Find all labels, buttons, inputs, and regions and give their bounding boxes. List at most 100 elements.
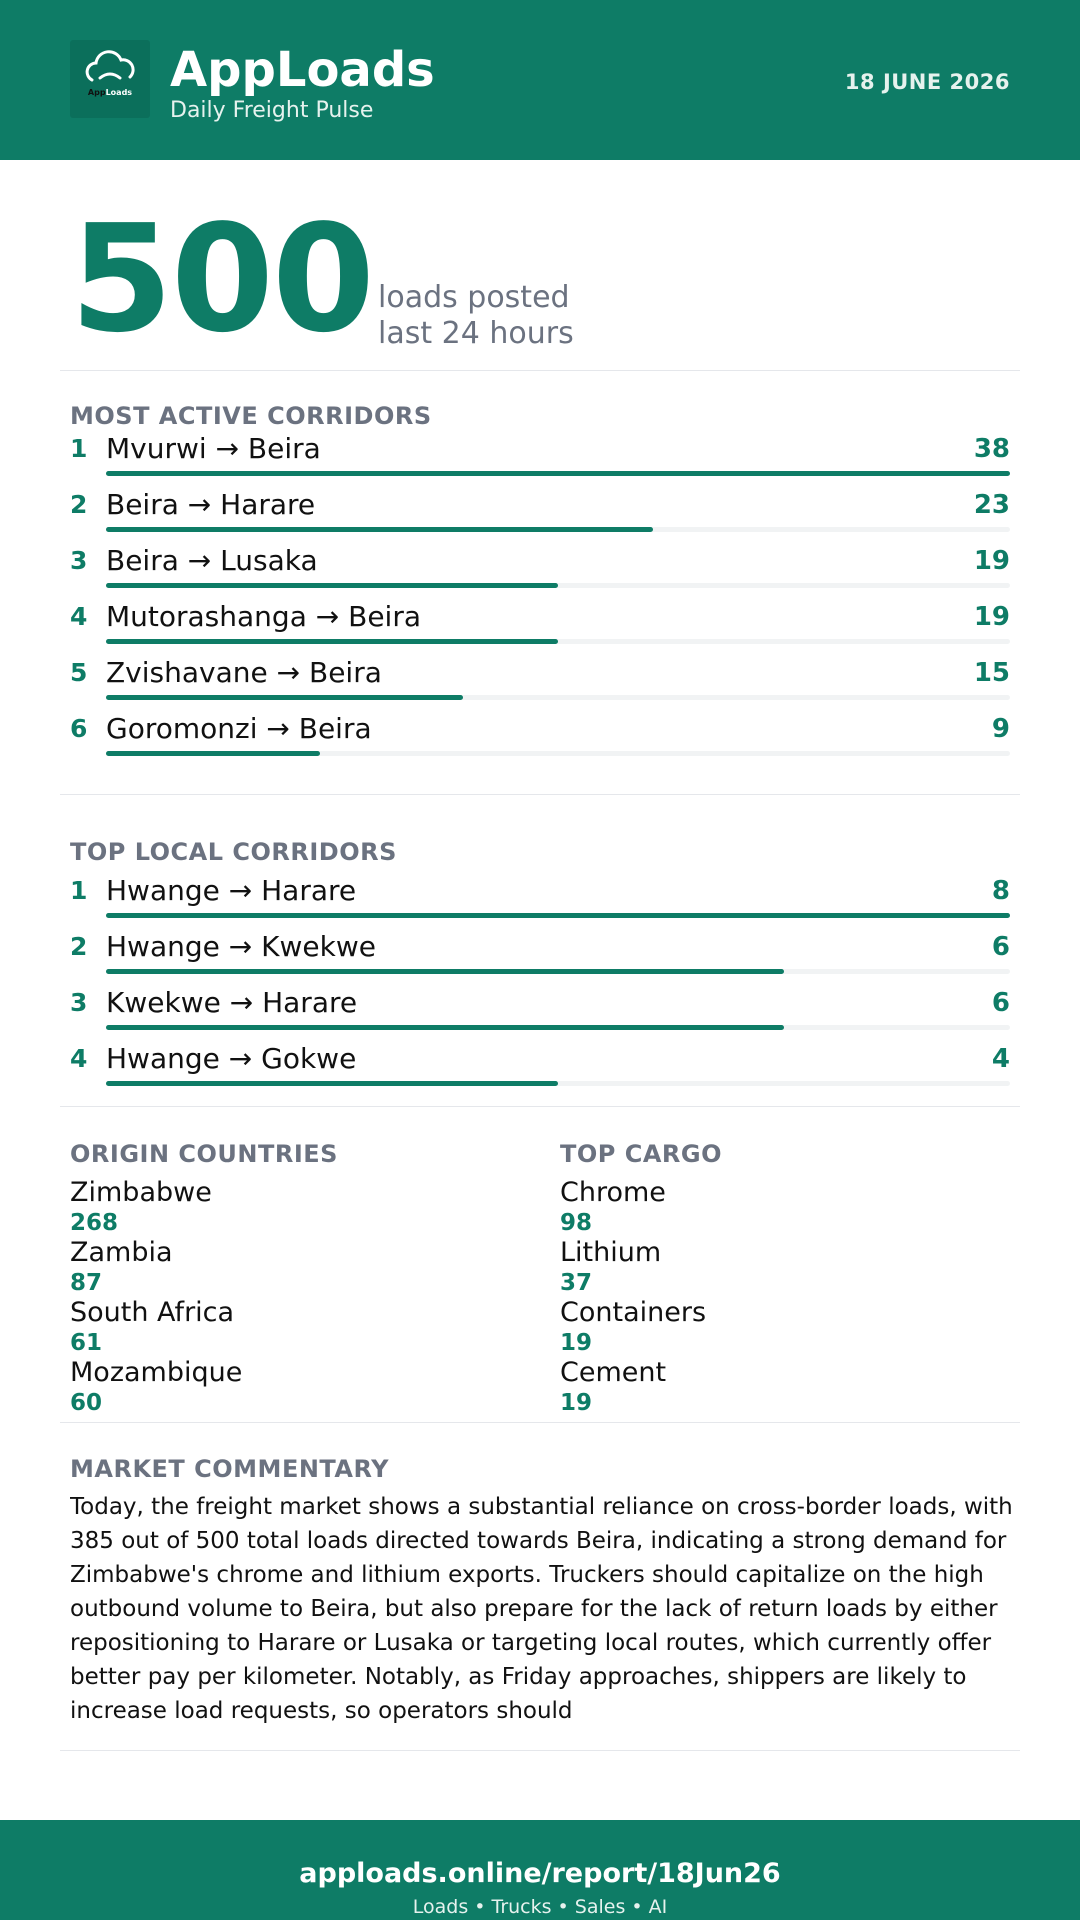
top-cargo-list: Chrome 98 Lithium 37 Containers 19 Cement 19 bbox=[560, 1176, 1020, 1416]
corridor-rank: 5 bbox=[70, 658, 88, 687]
corridor-route: Kwekwe → Harare bbox=[106, 986, 358, 1019]
corridor-bar-track bbox=[106, 471, 1010, 476]
corridor-rank: 2 bbox=[70, 490, 88, 519]
corridor-rank: 3 bbox=[70, 546, 88, 575]
section-title-most-active: MOST ACTIVE CORRIDORS bbox=[70, 402, 432, 430]
corridor-bar-track bbox=[106, 1025, 1010, 1030]
section-title-top-cargo: TOP CARGO bbox=[560, 1140, 722, 1168]
corridor-bar-fill bbox=[106, 639, 558, 644]
corridor-bar-fill bbox=[106, 1025, 784, 1030]
footer-tagline: Loads • Trucks • Sales • AI bbox=[412, 1896, 668, 1918]
section-title-top-local: TOP LOCAL CORRIDORS bbox=[70, 838, 397, 866]
corridor-bar-track bbox=[106, 1081, 1010, 1086]
corridor-route: Beira → Lusaka bbox=[106, 544, 318, 577]
corridor-rank: 1 bbox=[70, 876, 88, 905]
corridor-bar-track bbox=[106, 751, 1010, 756]
corridor-bar-track bbox=[106, 639, 1010, 644]
corridor-bar-fill bbox=[106, 913, 1010, 918]
report-date: 18 JUNE 2026 bbox=[844, 70, 1010, 94]
corridor-row: 5 Zvishavane → Beira 15 bbox=[70, 656, 1010, 712]
corridor-route: Hwange → Gokwe bbox=[106, 1042, 357, 1075]
origin-countries-list: Zimbabwe 268 Zambia 87 South Africa 61 Mozambi… bbox=[70, 1176, 530, 1416]
stat-count: 19 bbox=[560, 1330, 593, 1356]
corridor-row: 3 Kwekwe → Harare 6 bbox=[70, 986, 1010, 1042]
corridor-count: 19 bbox=[973, 546, 1010, 576]
stat-name: Cement bbox=[560, 1357, 667, 1388]
cloud-icon bbox=[85, 50, 135, 82]
corridor-row: 1 Hwange → Harare 8 bbox=[70, 874, 1010, 930]
corridor-count: 6 bbox=[991, 932, 1010, 962]
corridor-rank: 6 bbox=[70, 714, 88, 743]
corridor-bar-fill bbox=[106, 1081, 558, 1086]
corridor-rank: 2 bbox=[70, 932, 88, 961]
stat-name: South Africa bbox=[70, 1297, 235, 1328]
corridor-count: 15 bbox=[973, 658, 1010, 688]
corridor-row: 4 Mutorashanga → Beira 19 bbox=[70, 600, 1010, 656]
corridor-row: 2 Hwange → Kwekwe 6 bbox=[70, 930, 1010, 986]
section-title-market-commentary: MARKET COMMENTARY bbox=[70, 1455, 390, 1483]
corridor-bar-fill bbox=[106, 695, 464, 700]
report-url-link[interactable]: apploads.online/report/18Jun26 bbox=[299, 1858, 781, 1889]
divider bbox=[60, 1106, 1020, 1107]
divider bbox=[60, 794, 1020, 795]
hero-label-line2: last 24 hours bbox=[378, 316, 574, 351]
stat-name: Mozambique bbox=[70, 1357, 243, 1388]
corridor-route: Mutorashanga → Beira bbox=[106, 600, 421, 633]
corridor-bar-fill bbox=[106, 583, 558, 588]
corridor-row: 2 Beira → Harare 23 bbox=[70, 488, 1010, 544]
corridor-route: Hwange → Kwekwe bbox=[106, 930, 376, 963]
corridor-rank: 4 bbox=[70, 602, 88, 631]
stat-name: Chrome bbox=[560, 1177, 666, 1208]
loads-count-label: loads posted last 24 hours bbox=[378, 280, 574, 352]
section-title-origin-countries: ORIGIN COUNTRIES bbox=[70, 1140, 338, 1168]
corridor-count: 4 bbox=[991, 1044, 1010, 1074]
corridor-row: 1 Mvurwi → Beira 38 bbox=[70, 432, 1010, 488]
corridor-route: Beira → Harare bbox=[106, 488, 316, 521]
stat-name: Zimbabwe bbox=[70, 1177, 212, 1208]
corridor-bar-fill bbox=[106, 969, 784, 974]
stat-name: Lithium bbox=[560, 1237, 662, 1268]
corridor-bar-fill bbox=[106, 471, 1010, 476]
app-logo: AppLoads bbox=[70, 40, 150, 118]
corridor-route: Mvurwi → Beira bbox=[106, 432, 321, 465]
stat-count: 37 bbox=[560, 1270, 593, 1296]
corridor-count: 8 bbox=[991, 876, 1010, 906]
corridor-bar-track bbox=[106, 913, 1010, 918]
stat-count: 60 bbox=[70, 1390, 103, 1416]
corridor-bar-track bbox=[106, 969, 1010, 974]
stat-name: Zambia bbox=[70, 1237, 173, 1268]
stat-count: 268 bbox=[70, 1210, 119, 1236]
corridor-bar-track bbox=[106, 583, 1010, 588]
stat-count: 98 bbox=[560, 1210, 593, 1236]
corridor-route: Zvishavane → Beira bbox=[106, 656, 382, 689]
corridor-count: 9 bbox=[991, 714, 1010, 744]
stat-count: 87 bbox=[70, 1270, 103, 1296]
stat-count: 61 bbox=[70, 1330, 103, 1356]
logo-wordmark: AppLoads bbox=[87, 88, 133, 97]
corridor-bar-track bbox=[106, 527, 1010, 532]
market-commentary-text: Today, the freight market shows a substa… bbox=[70, 1494, 1013, 1724]
divider bbox=[60, 370, 1020, 371]
corridor-route: Goromonzi → Beira bbox=[106, 712, 372, 745]
hero-label-line1: loads posted bbox=[378, 280, 570, 315]
stat-name: Containers bbox=[560, 1297, 707, 1328]
corridor-rank: 1 bbox=[70, 434, 88, 463]
corridor-count: 23 bbox=[973, 490, 1010, 520]
stat-count: 19 bbox=[560, 1390, 593, 1416]
header-bar: AppLoads AppLoads Daily Freight Pulse 18… bbox=[0, 0, 1080, 160]
corridor-rank: 3 bbox=[70, 988, 88, 1017]
divider bbox=[60, 1750, 1020, 1751]
corridor-bar-fill bbox=[106, 527, 653, 532]
app-title: AppLoads bbox=[170, 42, 435, 98]
corridor-rank: 4 bbox=[70, 1044, 88, 1073]
corridor-row: 6 Goromonzi → Beira 9 bbox=[70, 712, 1010, 768]
corridor-bar-fill bbox=[106, 751, 321, 756]
corridor-bar-track bbox=[106, 695, 1010, 700]
corridor-row: 3 Beira → Lusaka 19 bbox=[70, 544, 1010, 600]
corridor-count: 19 bbox=[973, 602, 1010, 632]
corridor-route: Hwange → Harare bbox=[106, 874, 357, 907]
app-subtitle: Daily Freight Pulse bbox=[170, 98, 374, 123]
corridor-count: 38 bbox=[973, 434, 1010, 464]
corridor-row: 4 Hwange → Gokwe 4 bbox=[70, 1042, 1010, 1098]
divider bbox=[60, 1422, 1020, 1423]
